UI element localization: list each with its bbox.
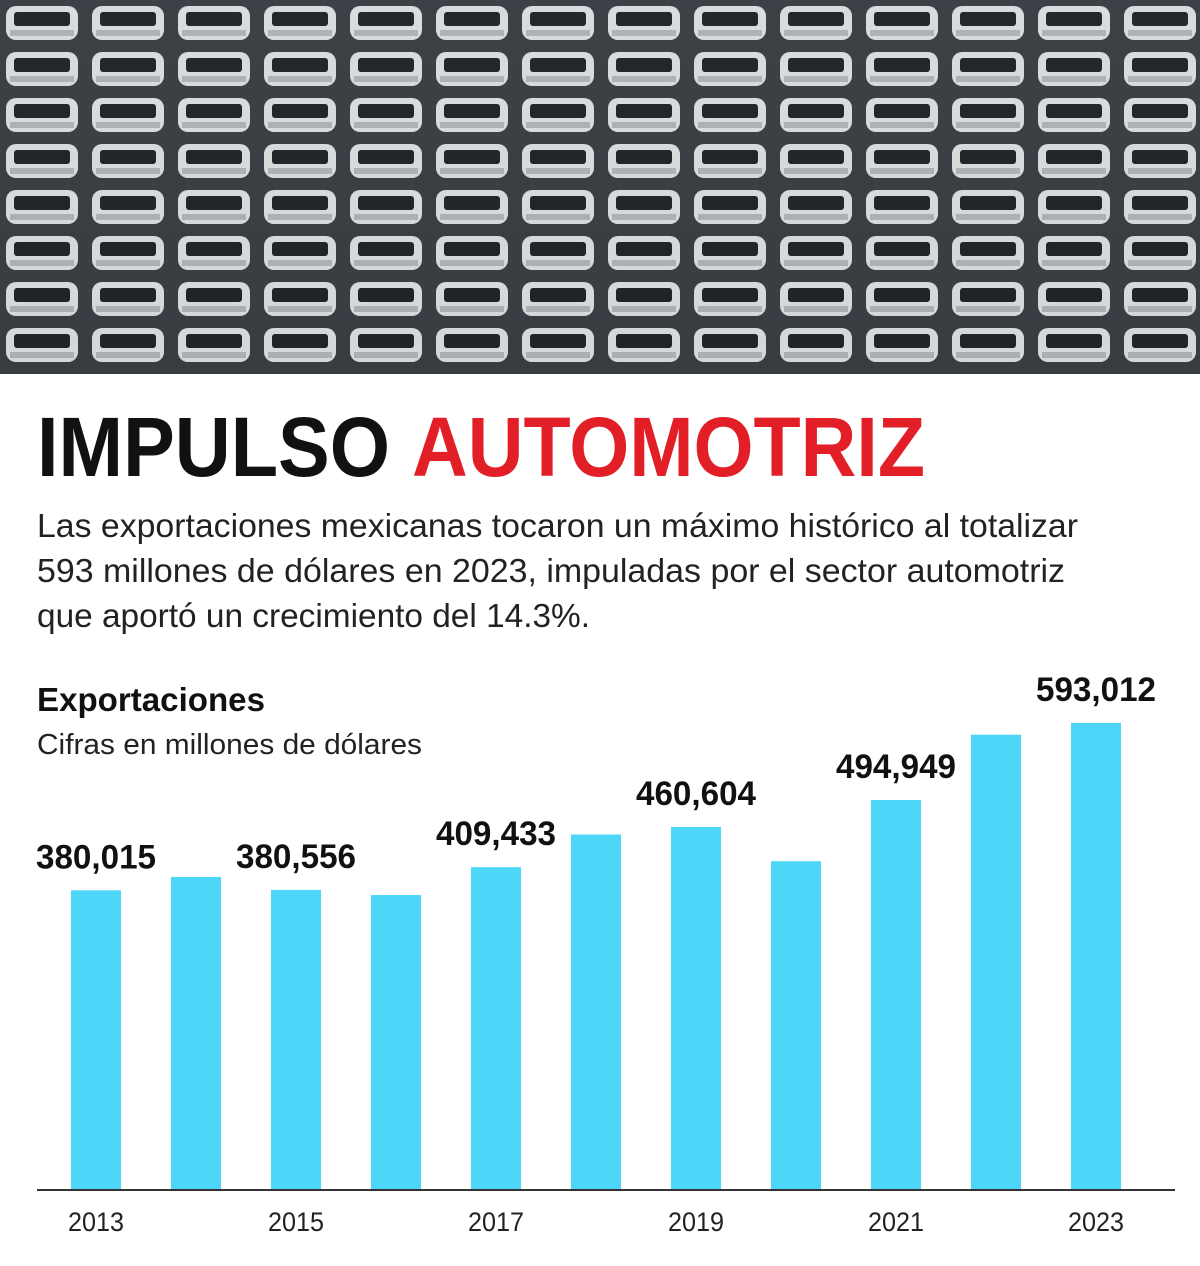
data-label: 593,012: [1036, 671, 1156, 709]
data-label: 380,015: [36, 838, 156, 876]
bar: [1071, 722, 1121, 1189]
data-label: 460,604: [636, 775, 756, 813]
bar: [171, 876, 221, 1189]
data-label: 380,556: [236, 838, 356, 876]
subtitle-line: 593 millones de dólares en 2023, impulad…: [37, 552, 1065, 589]
data-label: 494,949: [836, 748, 956, 786]
bar: [471, 867, 521, 1189]
bar: [871, 799, 921, 1189]
x-tick-label: 2019: [668, 1207, 724, 1237]
photo-cars: [0, 0, 1200, 374]
bar: [971, 734, 1021, 1189]
x-tick-label: 2023: [1068, 1207, 1124, 1237]
x-tick-label: 2013: [68, 1207, 124, 1237]
bar: [771, 861, 821, 1189]
bar: [371, 895, 421, 1189]
subtitle-line: Las exportaciones mexicanas tocaron un m…: [37, 507, 1078, 544]
bar: [671, 826, 721, 1189]
chart-subtitle: Cifras en millones de dólares: [37, 729, 422, 761]
subtitle-line: que aportó un crecimiento del 14.3%.: [37, 597, 590, 634]
title-red: AUTOMOTRIZ: [412, 400, 925, 494]
chart-title: Exportaciones: [37, 681, 265, 718]
x-tick-label: 2021: [868, 1207, 924, 1237]
x-tick-label: 2015: [268, 1207, 324, 1237]
bar: [71, 890, 121, 1189]
data-label: 409,433: [436, 815, 556, 853]
bar: [271, 889, 321, 1189]
x-tick-label: 2017: [468, 1207, 524, 1237]
bar: [571, 834, 621, 1189]
title-black: IMPULSO: [37, 400, 390, 494]
